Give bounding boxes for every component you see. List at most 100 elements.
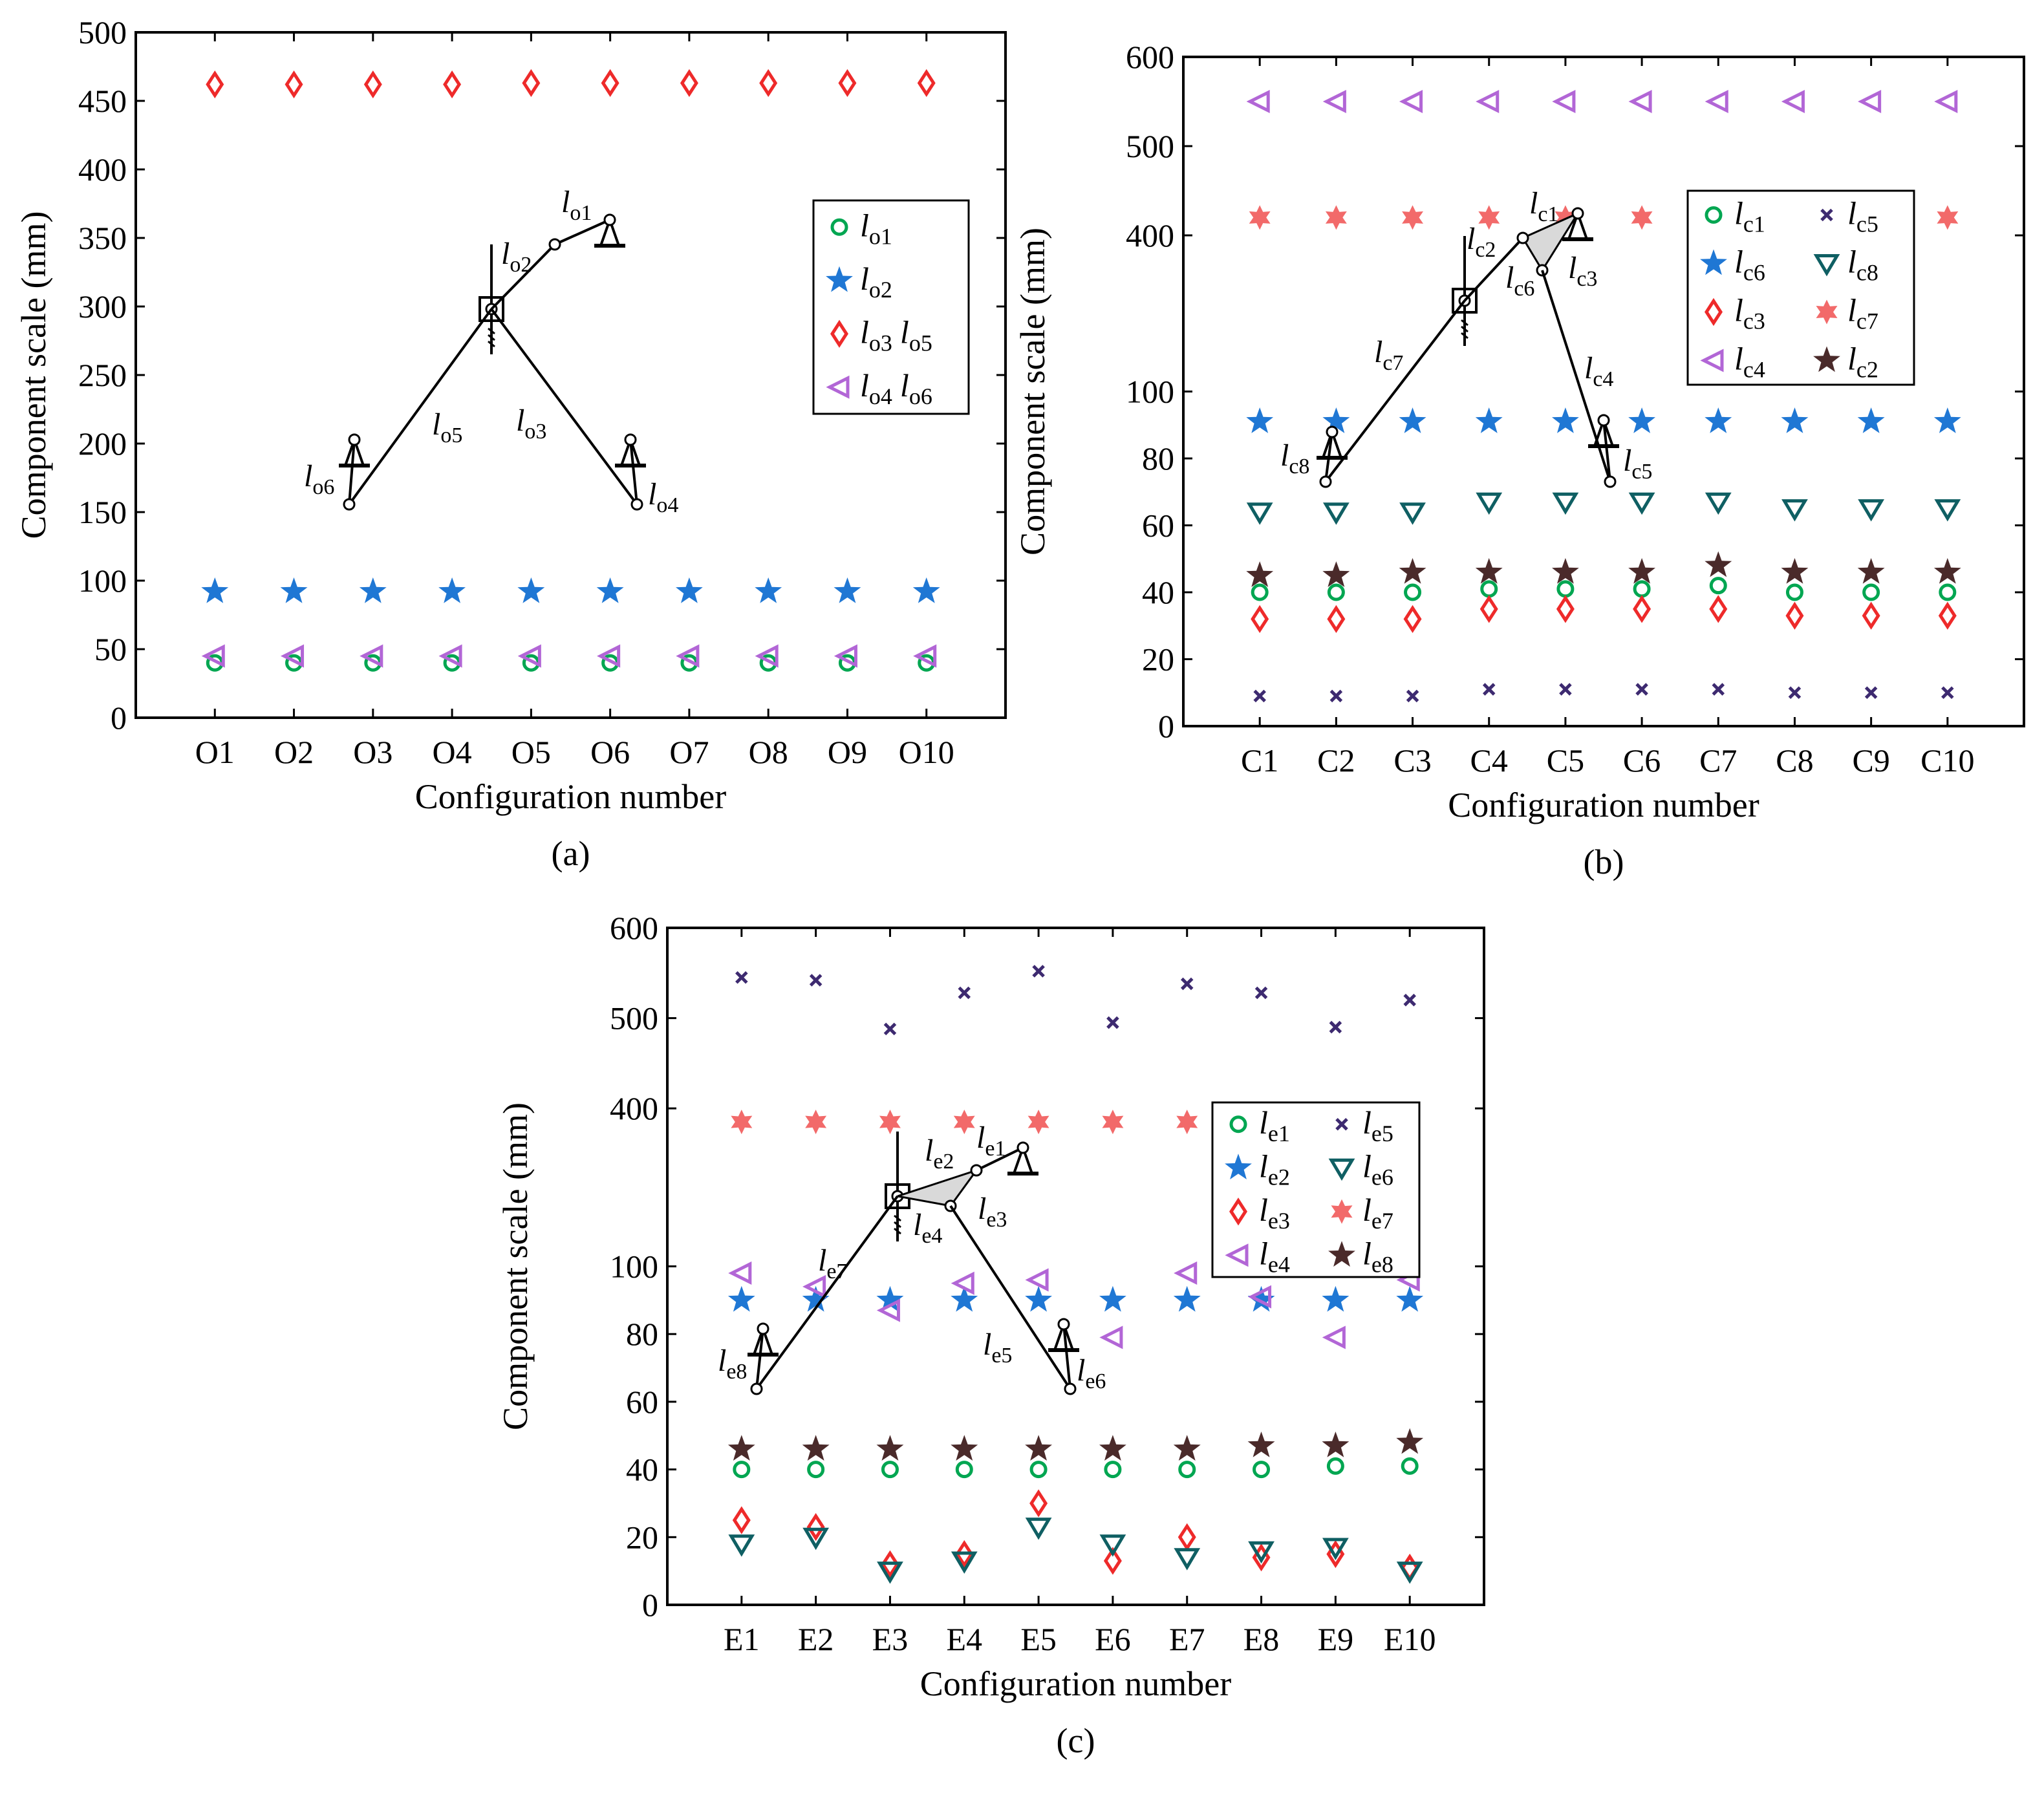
data-point-le5 — [1254, 986, 1268, 1000]
x-tick-label: E5 — [1020, 1621, 1057, 1657]
data-point-lc8 — [1399, 502, 1426, 525]
joint — [624, 433, 637, 446]
y-tick-label: 400 — [1126, 217, 1174, 253]
data-point-le1 — [733, 1461, 751, 1479]
data-point-lc4 — [1399, 89, 1423, 114]
legend-entry-e5: le5 — [1362, 1104, 1393, 1146]
diagram-label-c8: lc8 — [1280, 438, 1309, 478]
data-point-lo2 — [201, 577, 229, 603]
y-tick-label: 600 — [610, 910, 658, 946]
y-tick-label: 60 — [1142, 508, 1174, 544]
y-tick-label: 20 — [1142, 641, 1174, 678]
link — [1463, 237, 1524, 302]
joint — [1057, 1318, 1070, 1331]
data-point-lc1 — [1709, 577, 1727, 595]
legend-marker-o4 — [826, 375, 850, 399]
data-point-le6 — [1174, 1548, 1201, 1571]
data-point-lc6 — [1628, 407, 1655, 433]
data-point-lc3 — [1403, 605, 1422, 634]
x-tick-label: C4 — [1470, 742, 1508, 778]
data-point-lc5 — [1329, 689, 1343, 703]
data-point-lo3-lo5 — [443, 70, 462, 99]
x-tick-label: E9 — [1318, 1621, 1354, 1657]
x-tick-label: E6 — [1095, 1621, 1131, 1657]
data-point-lc6 — [1857, 407, 1885, 433]
legend-entry-c5: lc5 — [1847, 195, 1878, 237]
data-point-le8 — [1322, 1432, 1350, 1457]
data-point-le5 — [958, 986, 971, 1000]
x-tick-label: C6 — [1623, 742, 1661, 778]
data-point-le3 — [1103, 1547, 1122, 1575]
data-point-le3 — [1178, 1523, 1196, 1551]
data-point-le5 — [1106, 1016, 1119, 1029]
y-tick-label: 0 — [1158, 708, 1174, 744]
data-point-lc6 — [1399, 407, 1426, 433]
data-point-lo2 — [596, 577, 624, 603]
panel-label: (b) — [1584, 843, 1624, 881]
legend-entry-c2: lc2 — [1847, 341, 1878, 383]
y-tick-label: 50 — [94, 631, 127, 667]
x-tick-label: C9 — [1852, 742, 1889, 778]
link — [348, 308, 493, 506]
x-tick-label: O1 — [195, 734, 235, 770]
data-point-lc4 — [1322, 89, 1346, 114]
y-tick-label: 500 — [1126, 128, 1174, 164]
data-point-le1 — [807, 1461, 825, 1479]
data-point-lc2 — [1705, 551, 1732, 577]
diagram-label-c4: lc4 — [1584, 351, 1613, 391]
data-point-le4 — [1322, 1326, 1346, 1349]
legend-entry-o2: lo2 — [860, 261, 892, 303]
data-point-lc1 — [1404, 583, 1422, 601]
data-point-lo3-lo5 — [522, 69, 541, 98]
data-point-le3 — [806, 1512, 825, 1541]
y-axis-label: Component scale (mm) — [1013, 228, 1052, 555]
data-point-le5 — [1329, 1020, 1342, 1034]
data-point-le1 — [1326, 1457, 1344, 1475]
diagram-label-e2: le2 — [925, 1133, 954, 1174]
data-point-lc8 — [1552, 492, 1579, 515]
joint — [1604, 475, 1617, 488]
legend-marker-c4 — [1700, 349, 1724, 372]
y-tick-label: 100 — [610, 1249, 658, 1285]
data-point-lo4-lo6 — [913, 644, 937, 668]
data-point-lo2 — [438, 577, 466, 603]
joint — [1326, 425, 1339, 438]
data-point-lo2 — [676, 577, 703, 603]
data-point-le2 — [727, 1285, 755, 1312]
legend-marker-c2 — [1813, 346, 1840, 372]
data-point-lc1 — [1862, 583, 1880, 601]
x-tick-label: O7 — [669, 734, 709, 770]
panel-label: (a) — [552, 834, 590, 873]
data-point-le8 — [1173, 1435, 1201, 1461]
data-point-lo2 — [517, 577, 545, 603]
legend-marker-c1 — [1705, 206, 1723, 224]
data-point-lo3-lo5 — [363, 70, 382, 99]
data-point-lo2 — [280, 577, 308, 603]
x-tick-label: C7 — [1699, 742, 1737, 778]
data-point-lc2 — [1781, 558, 1809, 584]
data-point-le3 — [955, 1540, 974, 1569]
diagram-label-e4: le4 — [913, 1208, 942, 1248]
data-point-lc3 — [1556, 595, 1575, 623]
x-tick-label: O4 — [433, 734, 472, 770]
data-point-le5 — [1403, 993, 1416, 1007]
data-point-lo2 — [834, 577, 861, 603]
legend-marker-o2 — [826, 266, 853, 292]
joint — [1319, 475, 1332, 488]
y-tick-label: 100 — [78, 563, 127, 599]
legend-marker-e5 — [1335, 1117, 1348, 1131]
data-point-lc4 — [1552, 89, 1576, 114]
diagram-label-e8: le8 — [718, 1344, 747, 1384]
link — [1324, 299, 1466, 483]
data-point-lc7 — [1249, 205, 1271, 230]
data-point-le1 — [1401, 1457, 1419, 1475]
chart-a: 0 50 100 150 200 250 300 350 400 450 500 O1 O2 O3 O4 O5… — [14, 14, 1007, 873]
data-point-le6 — [877, 1562, 903, 1584]
data-point-le7 — [879, 1110, 901, 1135]
data-point-lc4 — [1934, 89, 1958, 114]
y-tick-label: 80 — [626, 1316, 658, 1352]
diagram-label-e6: le6 — [1077, 1353, 1106, 1393]
data-point-lo2 — [359, 577, 387, 603]
data-point-lc5 — [1253, 689, 1266, 703]
